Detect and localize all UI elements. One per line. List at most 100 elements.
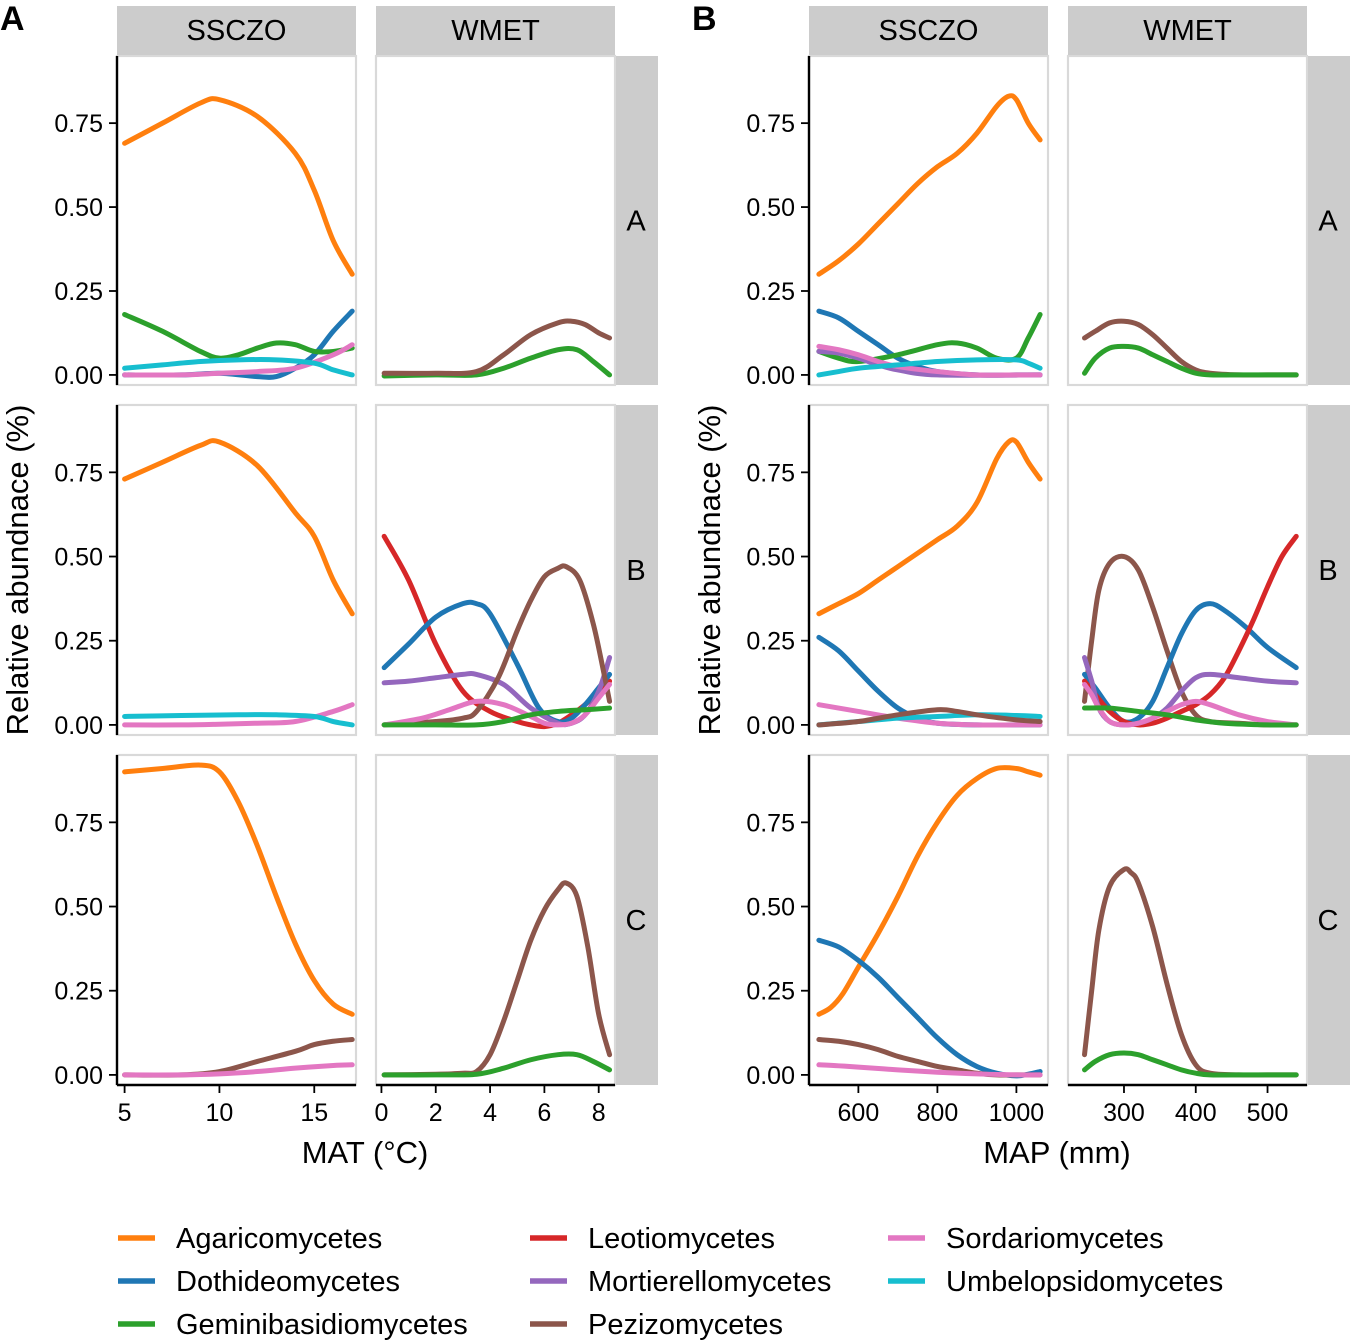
- x-tick-label-a-ssczo-2: 15: [300, 1099, 328, 1127]
- series-line-geminibasidiomycetes-b-wmet-c: [1082, 1050, 1299, 1078]
- series-line-sordariomycetes-a-ssczo-c: [122, 1062, 355, 1078]
- panel-series-b-ssczo-b: [816, 437, 1043, 728]
- row-strip-label-b-b: B: [1318, 555, 1337, 587]
- y-tick-label-a-a-0: 0.00: [54, 362, 103, 390]
- series-line-geminibasidiomycetes-a-wmet-c: [381, 1051, 613, 1078]
- y-tick-label-b-b-2: 0.50: [746, 544, 795, 572]
- y-tick-label-a-c-2: 0.50: [54, 894, 103, 922]
- x-tick-label-b-ssczo-1: 800: [917, 1099, 959, 1127]
- series-line-agaricomycetes-b-ssczo-b: [816, 437, 1043, 617]
- x-tick-label-a-wmet-1: 2: [429, 1099, 443, 1127]
- row-strip-b-c: [1308, 755, 1350, 1085]
- row-strip-a-a: [616, 56, 658, 385]
- row-strip-a-b: [616, 405, 658, 735]
- legend-label-pezizomycetes: Pezizomycetes: [588, 1309, 783, 1341]
- legend-item-agaricomycetes: Agaricomycetes: [118, 1223, 382, 1255]
- row-strip-label-a-a: A: [626, 206, 646, 238]
- strip-b-wmet: [1068, 6, 1307, 55]
- x-tick-label-a-ssczo-1: 10: [206, 1099, 234, 1127]
- y-tick-label-b-a-1: 0.25: [746, 278, 795, 306]
- legend-label-leotiomycetes: Leotiomycetes: [588, 1223, 775, 1255]
- row-strip-b-a: [1308, 56, 1350, 385]
- series-line-sordariomycetes-a-ssczo-a: [122, 342, 355, 378]
- y-tick-label-b-c-2: 0.50: [746, 894, 795, 922]
- y-axis-title-b: Relative abundnace (%): [692, 405, 727, 736]
- y-tick-label-a-c-3: 0.75: [54, 809, 103, 837]
- y-tick-label-a-b-3: 0.75: [54, 459, 103, 487]
- legend-item-geminibasidiomycetes: Geminibasidiomycetes: [118, 1309, 468, 1341]
- series-line-agaricomycetes-b-ssczo-c: [816, 765, 1043, 1017]
- y-tick-label-a-b-2: 0.50: [54, 544, 103, 572]
- x-axis-title-map: MAP (mm): [983, 1135, 1131, 1170]
- y-tick-label-a-c-0: 0.00: [54, 1062, 103, 1090]
- y-tick-label-a-c-1: 0.25: [54, 978, 103, 1006]
- legend-label-mortierellomycetes: Mortierellomycetes: [588, 1266, 831, 1298]
- panel-b-ssczo-b: [807, 403, 1050, 737]
- legend-item-sordariomycetes: Sordariomycetes: [888, 1223, 1164, 1255]
- series-line-umbelopsidomycetes-a-ssczo-a: [122, 357, 355, 378]
- x-tick-label-a-wmet-3: 6: [537, 1099, 551, 1127]
- series-line-sordariomycetes-b-ssczo-c: [816, 1062, 1043, 1078]
- y-axis-title-a: Relative abundnace (%): [0, 405, 35, 736]
- x-tick-label-b-ssczo-2: 1000: [989, 1099, 1045, 1127]
- figure-label-b: B: [692, 0, 717, 38]
- y-tick-label-a-a-3: 0.75: [54, 110, 103, 138]
- row-strip-label-b-a: A: [1318, 206, 1338, 238]
- legend-item-umbelopsidomycetes: Umbelopsidomycetes: [888, 1266, 1223, 1298]
- axes: 0.00 0.25 0.50 0.75 0.00 0.25 0.50 0.75 0.00 0.25…: [54, 56, 1307, 1127]
- strip-label-b-ssczo: SSCZO: [879, 15, 979, 47]
- panel-series-a-ssczo-a: [122, 96, 355, 380]
- panel-series-a-wmet-c: [381, 880, 613, 1078]
- y-tick-label-b-b-3: 0.75: [746, 459, 795, 487]
- series-line-sordariomycetes-b-ssczo-b: [816, 702, 1043, 728]
- series-line-geminibasidiomycetes-b-wmet-b: [1082, 705, 1299, 728]
- x-tick-label-b-wmet-1: 400: [1175, 1099, 1217, 1127]
- series-line-agaricomycetes-a-ssczo-c: [122, 762, 355, 1017]
- panel-series-b-wmet-a: [1082, 318, 1299, 378]
- series-line-leotiomycetes-b-wmet-b: [1082, 533, 1299, 728]
- x-axis-title-mat: MAT (°C): [302, 1135, 429, 1170]
- panel-a-wmet-a: [374, 54, 617, 387]
- panel-a-wmet-c: [374, 753, 617, 1087]
- panel-series-b-ssczo-a: [816, 93, 1043, 378]
- series-line-geminibasidiomycetes-b-ssczo-a: [816, 312, 1043, 365]
- panel-b-wmet-a: [1066, 54, 1309, 387]
- panel-series-b-wmet-c: [1082, 866, 1299, 1078]
- series-line-pezizomycetes-a-wmet-a: [381, 318, 613, 376]
- legend-item-pezizomycetes: Pezizomycetes: [530, 1309, 783, 1341]
- row-strip-b-b: [1308, 405, 1350, 735]
- legend-label-geminibasidiomycetes: Geminibasidiomycetes: [176, 1309, 468, 1341]
- x-tick-label-a-wmet-4: 8: [592, 1099, 606, 1127]
- legend-item-dothideomycetes: Dothideomycetes: [118, 1266, 400, 1298]
- series-line-umbelopsidomycetes-a-ssczo-b: [122, 712, 355, 728]
- x-tick-label-b-wmet-0: 300: [1103, 1099, 1145, 1127]
- y-tick-label-b-c-1: 0.25: [746, 978, 795, 1006]
- legend-label-dothideomycetes: Dothideomycetes: [176, 1266, 400, 1298]
- panel-series-a-ssczo-b: [122, 438, 355, 728]
- panel-series-b-ssczo-c: [816, 765, 1043, 1079]
- series-line-sordariomycetes-a-ssczo-b: [122, 702, 355, 728]
- strip-a-wmet: [376, 6, 615, 55]
- series-line-agaricomycetes-a-ssczo-b: [122, 438, 355, 617]
- y-tick-label-b-a-2: 0.50: [746, 194, 795, 222]
- series-line-agaricomycetes-a-ssczo-a: [122, 96, 355, 277]
- panel-a-ssczo-b: [115, 403, 358, 737]
- y-tick-label-a-b-1: 0.25: [54, 628, 103, 656]
- row-strip-label-a-c: C: [626, 905, 647, 937]
- panel-series-b-wmet-b: [1082, 533, 1299, 728]
- panel-series-a-ssczo-c: [122, 762, 355, 1078]
- panel-a-ssczo-c: [115, 753, 358, 1087]
- legend-label-umbelopsidomycetes: Umbelopsidomycetes: [946, 1266, 1223, 1298]
- series-line-pezizomycetes-b-ssczo-b: [816, 707, 1043, 728]
- y-tick-label-b-c-0: 0.00: [746, 1062, 795, 1090]
- row-strip-a-c: [616, 755, 658, 1085]
- y-tick-label-b-a-3: 0.75: [746, 110, 795, 138]
- strip-label-b-wmet: WMET: [1143, 15, 1232, 47]
- series-line-dothideomycetes-a-wmet-b: [381, 599, 613, 725]
- strip-label-a-wmet: WMET: [451, 15, 540, 47]
- facet-strips: SSCZO WMET A B C SSCZO WMET A B C: [117, 6, 1350, 1085]
- y-tick-label-a-b-0: 0.00: [54, 712, 103, 740]
- y-tick-label-b-c-3: 0.75: [746, 809, 795, 837]
- y-tick-label-b-a-0: 0.00: [746, 362, 795, 390]
